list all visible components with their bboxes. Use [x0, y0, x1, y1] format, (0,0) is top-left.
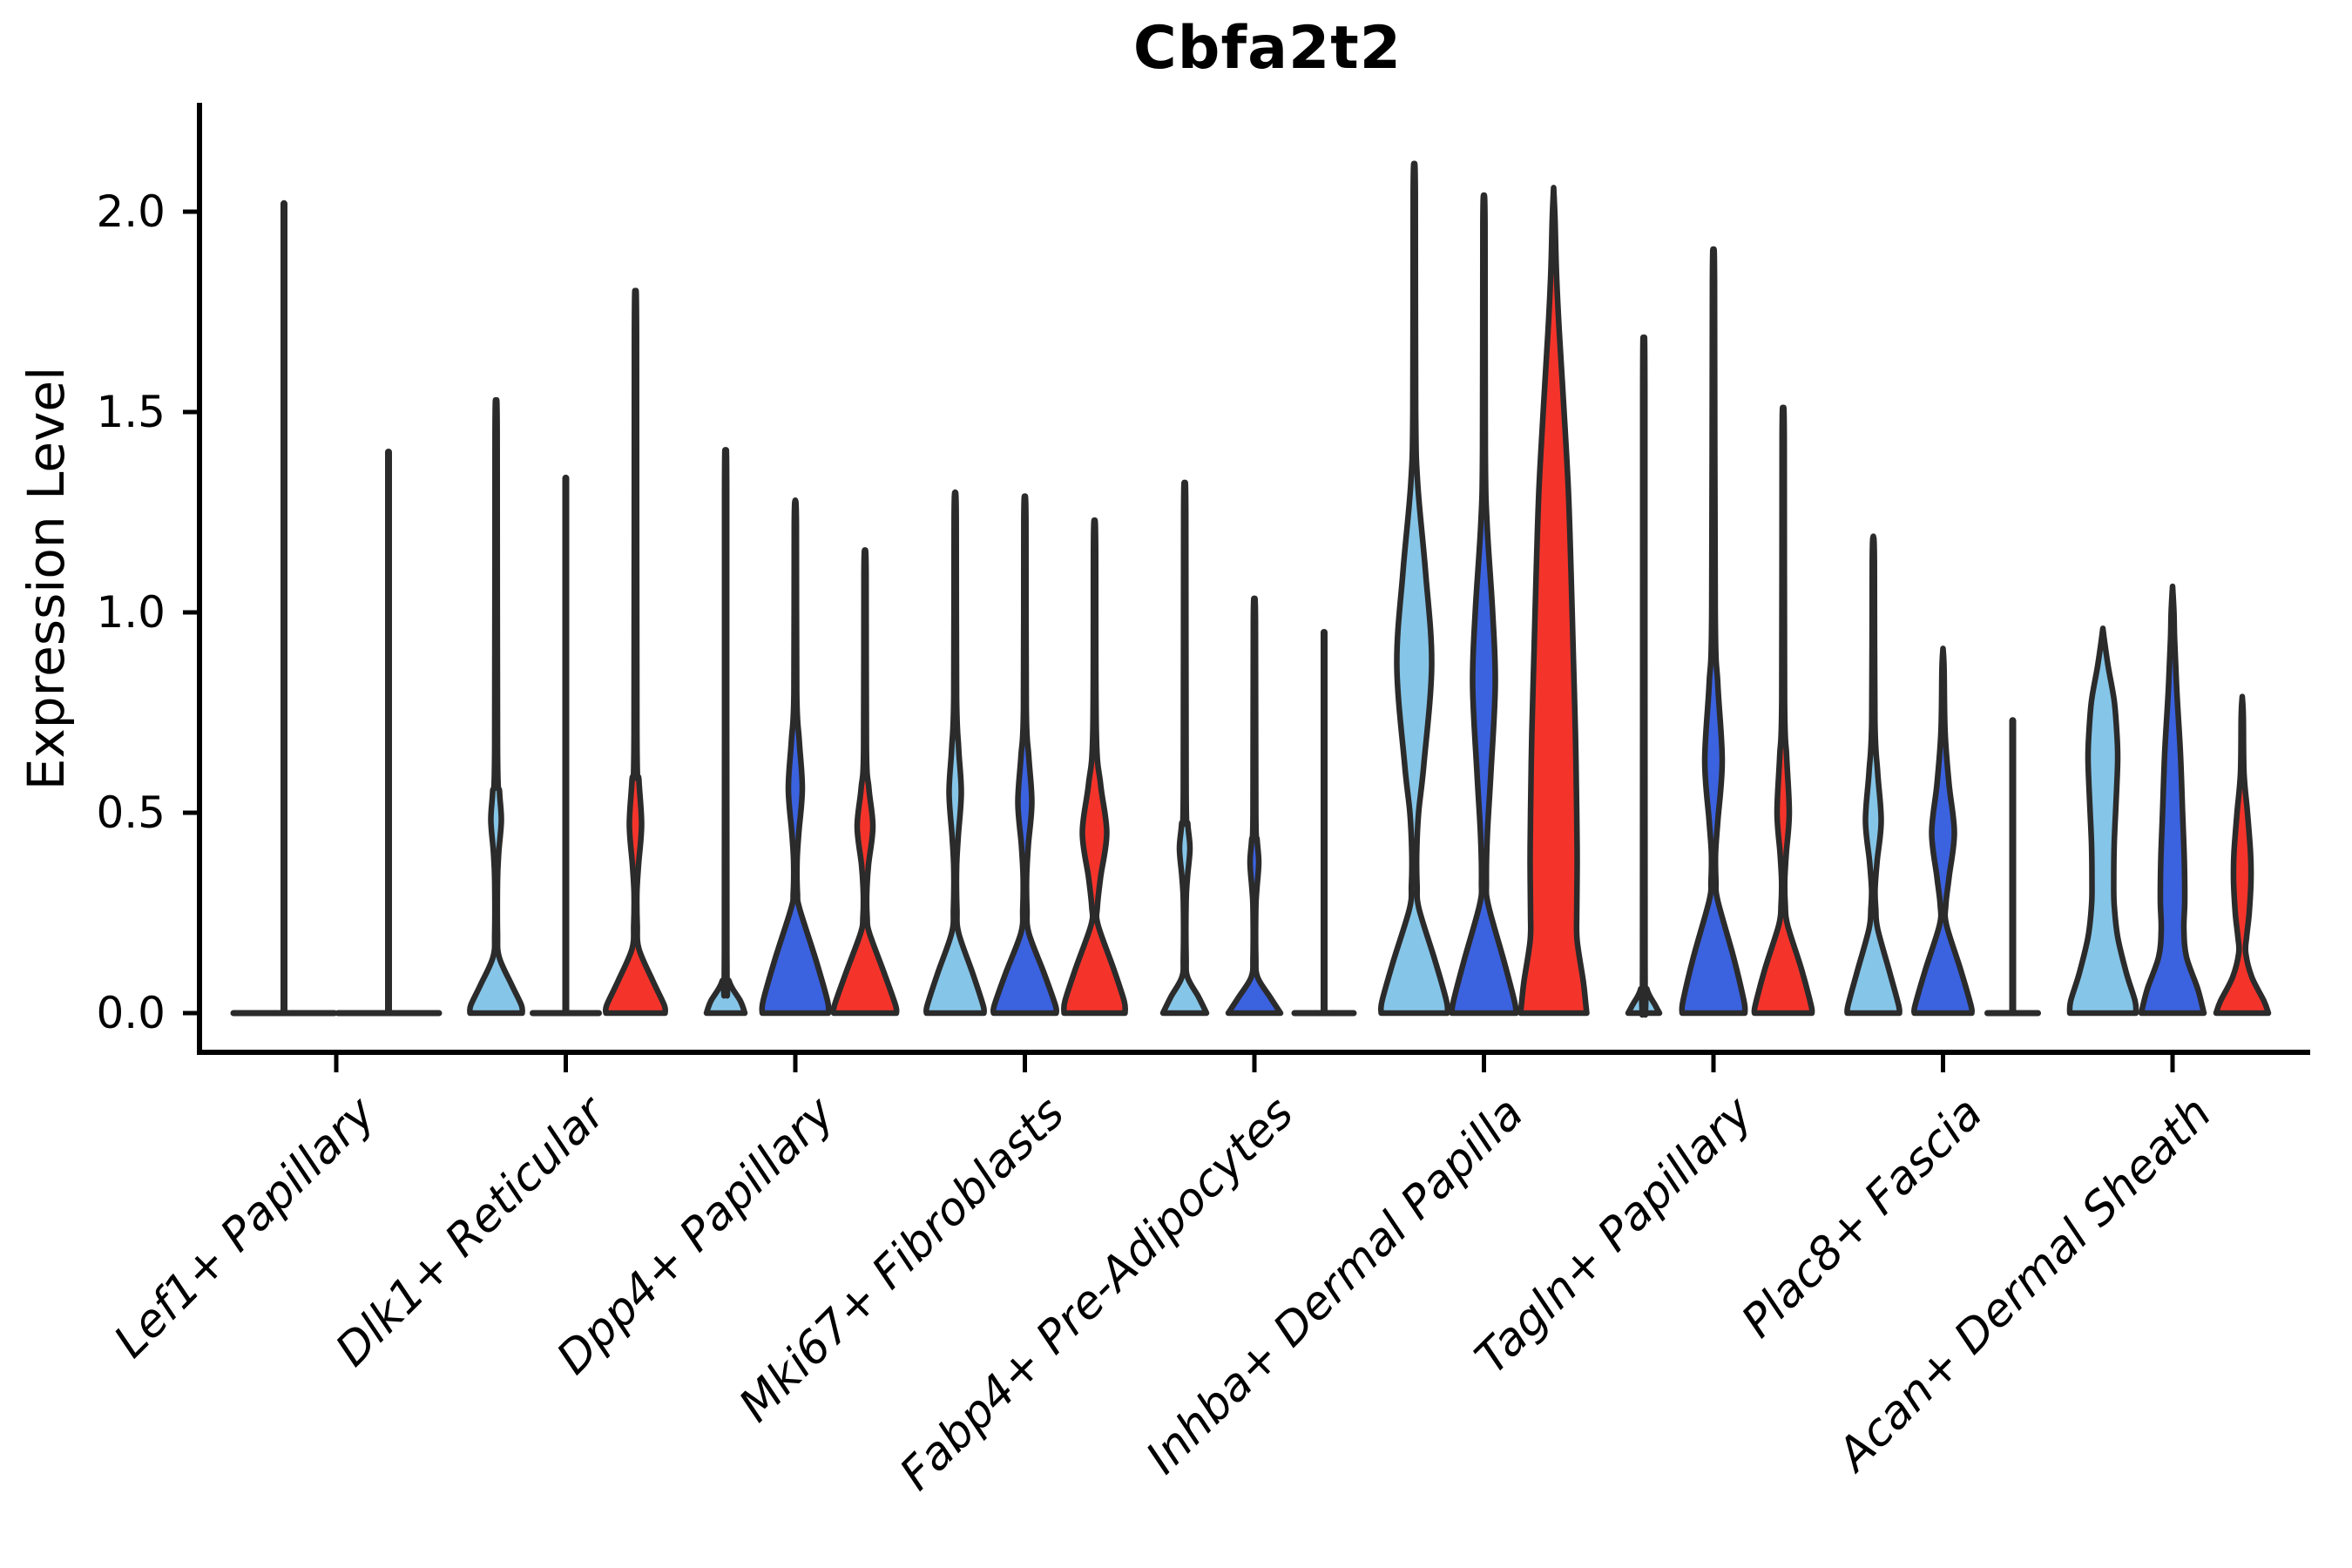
violin-inhba-dermal-papilla-3	[1517, 185, 1590, 1017]
violin-acan-dermal-sheath-1	[2066, 625, 2139, 1017]
violin-dpp4-papillary-1	[703, 447, 748, 1017]
violin-plac8-fascia-1	[1844, 533, 1903, 1017]
y-tick-label-1.0: 1.0	[96, 587, 166, 638]
y-tick-label-0.5: 0.5	[96, 787, 166, 838]
y-tick-label-1.5: 1.5	[96, 387, 166, 437]
violin-inhba-dermal-papilla-2	[1449, 192, 1519, 1017]
violin-inhba-dermal-papilla-1	[1377, 160, 1451, 1017]
violin-mki67-fibroblasts-2	[990, 493, 1060, 1017]
violin-plac8-fascia-2	[1911, 645, 1975, 1017]
violin-tagln-papillary-2	[1679, 246, 1748, 1017]
violin-acan-dermal-sheath-3	[2213, 693, 2272, 1017]
violin-fabp4-pre-adipocytes-1	[1159, 479, 1210, 1017]
y-tick-label-2.0: 2.0	[96, 186, 166, 237]
violin-dlk1-reticular-1	[467, 396, 525, 1017]
violin-dpp4-papillary-2	[759, 497, 832, 1017]
y-tick-label-0.0: 0.0	[96, 988, 166, 1038]
chart-title: Cbfa2t2	[1132, 14, 1402, 83]
violin-acan-dermal-sheath-2	[2138, 583, 2207, 1017]
violin-mki67-fibroblasts-3	[1061, 517, 1128, 1017]
violin-tagln-papillary-1	[1625, 335, 1663, 1018]
violin-fabp4-pre-adipocytes-2	[1225, 595, 1284, 1017]
violin-dlk1-reticular-3	[602, 287, 669, 1017]
violin-tagln-papillary-3	[1751, 404, 1815, 1017]
violin-dpp4-papillary-3	[830, 547, 900, 1017]
violin-mki67-fibroblasts-1	[923, 489, 987, 1017]
